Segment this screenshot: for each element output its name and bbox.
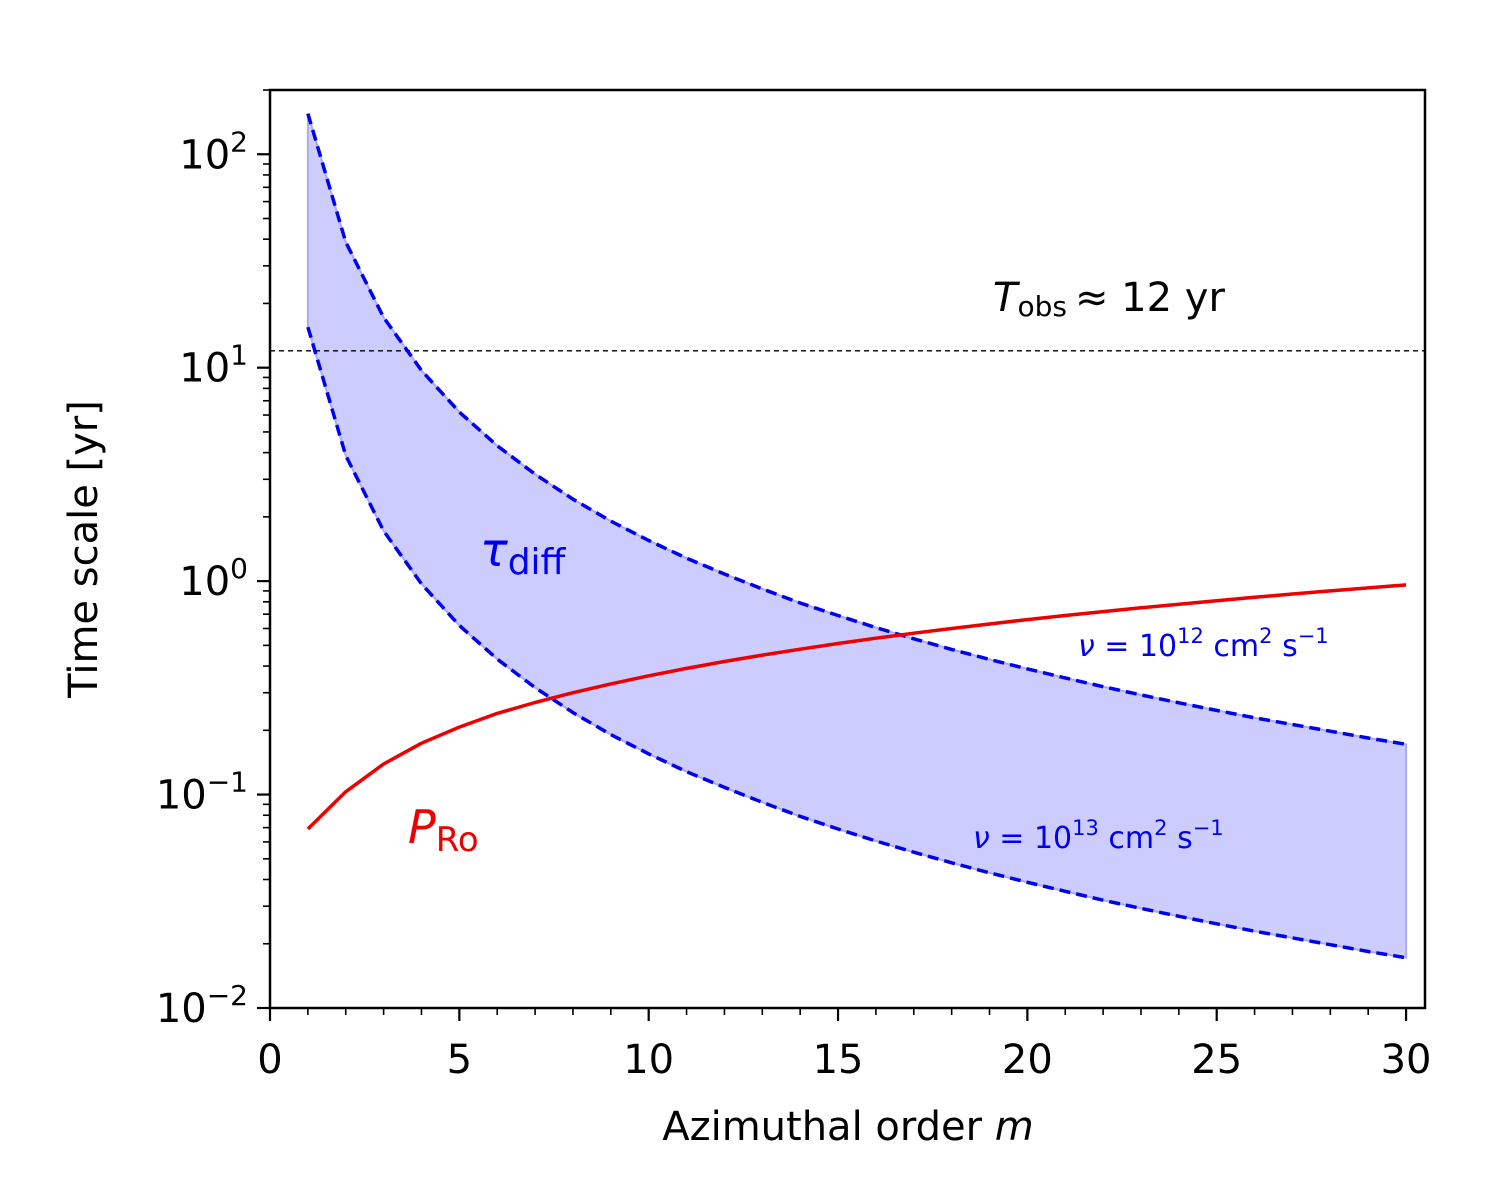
x-tick-label: 0	[257, 1037, 282, 1083]
nu-12-label: ν = 1012 cm2 s−1	[1078, 624, 1329, 664]
x-tick-label: 25	[1191, 1037, 1242, 1083]
x-tick-label: 10	[623, 1037, 674, 1083]
t-obs-label: Tobs ≈ 12 yr	[993, 275, 1225, 323]
x-tick-label: 20	[1002, 1037, 1053, 1083]
tau-diff-label: τdiff	[480, 523, 567, 583]
x-axis-label: Azimuthal order m	[662, 1104, 1034, 1150]
axes-frame	[268, 88, 1427, 1010]
x-tick-label: 5	[447, 1037, 472, 1083]
y-tick-label: 10−2	[156, 979, 248, 1032]
y-axis-label: Time scale [yr]	[61, 400, 107, 699]
p-ro-label: PRo	[408, 800, 479, 860]
plot-area	[270, 113, 1425, 960]
tau-diff-lower-line	[306, 326, 1407, 960]
y-tick-label: 101	[179, 339, 248, 392]
nu-13-label: ν = 1013 cm2 s−1	[973, 816, 1224, 856]
y-tick-label: 10−1	[156, 766, 248, 819]
x-tick-label: 30	[1381, 1037, 1432, 1083]
x-tick-label: 15	[813, 1037, 864, 1083]
y-tick-label: 102	[179, 125, 248, 178]
p-ro-line	[306, 583, 1407, 831]
tau-diff-upper-line	[306, 113, 1407, 747]
y-tick-label: 100	[179, 552, 248, 605]
axis-ticks: 0 5 10 15 20 25 30 10−2 10−1 100 101 102	[156, 89, 1432, 1083]
